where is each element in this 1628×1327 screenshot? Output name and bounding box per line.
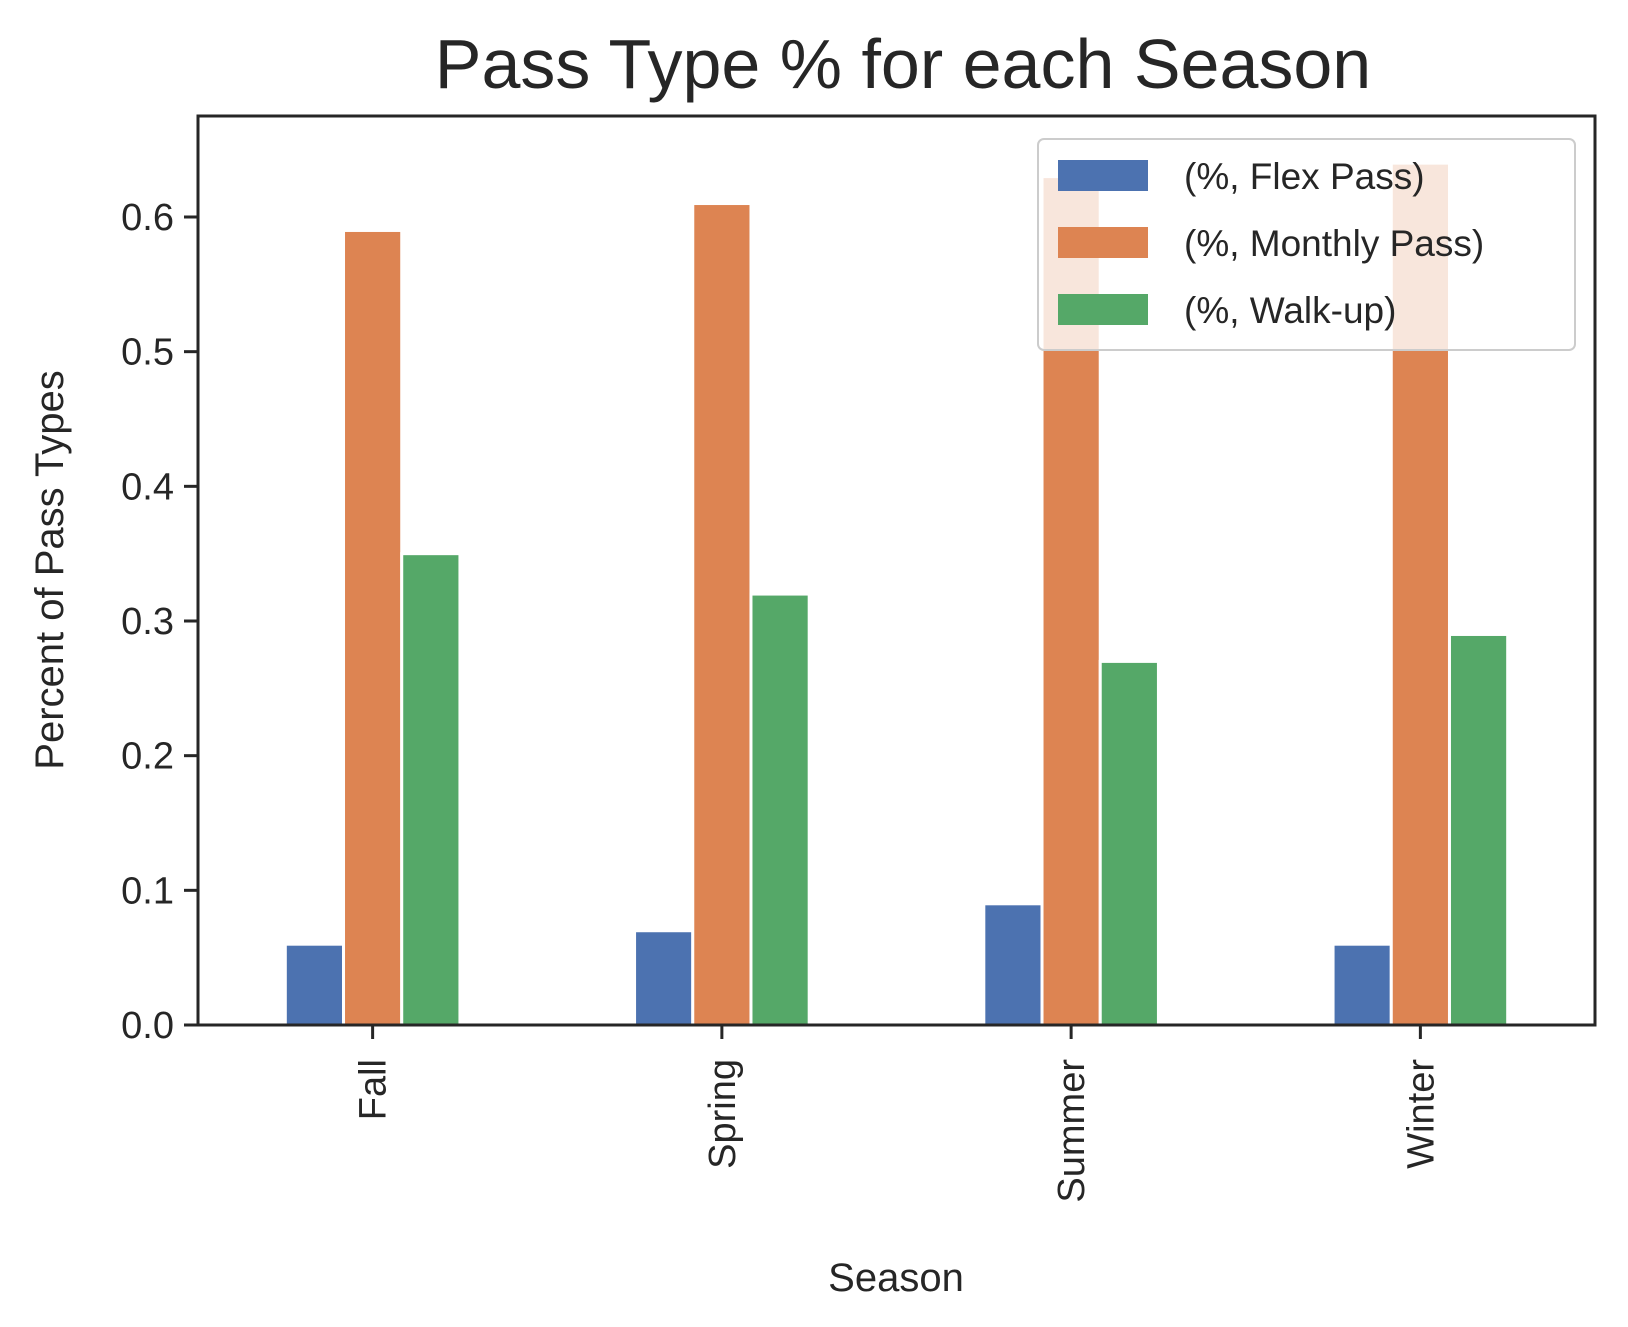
x-tick-label-spring: Spring [702,1059,744,1169]
bar-spring-series-2 [749,592,811,1027]
y-tick-label: 0.1 [121,870,174,912]
legend-swatch-2 [1058,294,1148,325]
bar-winter-series-0 [1331,942,1393,1027]
legend-label-1: (%, Monthly Pass) [1184,223,1484,264]
legend-box [1037,138,1576,351]
legend-label-0: (%, Flex Pass) [1184,156,1425,197]
x-tick-label-winter: Winter [1400,1059,1442,1169]
bar-fall-series-2 [400,552,462,1027]
x-tick-label-fall: Fall [353,1059,395,1120]
legend: (%, Flex Pass) (%, Monthly Pass) (%, Walk-… [1037,138,1576,351]
bar-fall-series-0 [283,942,346,1027]
x-tick-label-summer: Summer [1051,1059,1093,1203]
bar-summer-series-0 [982,902,1044,1027]
bar-spring-series-1 [691,202,753,1027]
y-tick-label: 0.4 [121,466,174,508]
y-tick-label: 0.0 [121,1005,174,1047]
bar-summer-series-2 [1098,659,1160,1027]
y-axis-label: Percent of Pass Types [28,370,72,769]
y-tick-label: 0.3 [121,601,174,643]
bar-spring-series-0 [633,929,695,1027]
legend-swatch-0 [1058,160,1148,191]
y-axis: 0.0 0.1 0.2 0.3 0.4 0.5 0.6 [121,197,198,1047]
y-tick-label: 0.5 [121,332,174,374]
legend-swatch-1 [1058,227,1148,258]
y-tick-label: 0.2 [121,736,174,778]
plot-frame [196,114,1597,1027]
bar-winter-series-2 [1447,632,1510,1027]
legend-label-2: (%, Walk-up) [1184,290,1396,331]
chart-title: Pass Type % for each Season [435,25,1372,103]
y-tick-label: 0.6 [121,197,174,239]
x-axis: Fall Spring Summer Winter [353,1025,1442,1203]
bar-fall-series-1 [342,228,404,1027]
x-axis-label: Season [828,1256,964,1300]
